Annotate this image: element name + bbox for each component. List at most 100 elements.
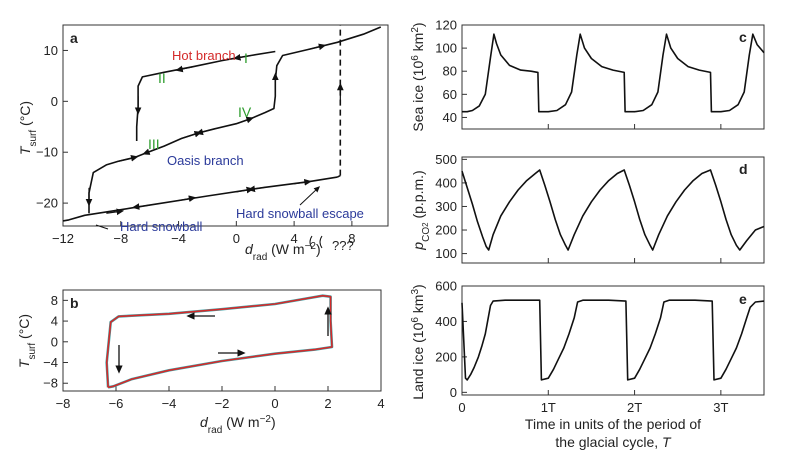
y-tick-label: 500 (435, 152, 457, 167)
panel-b-series (105, 294, 334, 389)
x-tick-label: 0 (271, 396, 278, 411)
panel-e-label: e (739, 291, 747, 307)
hot-branch-label: Hot branch (172, 48, 236, 63)
panel-a-xticks: −12 −8 −4 0 4 8 (52, 221, 356, 246)
x-tick-label: −8 (56, 396, 71, 411)
roman-IV-label: IV (238, 104, 252, 120)
x-tick-label: −6 (109, 396, 124, 411)
panel-c: c 120 100 80 60 40 Sea ice (106 km2) (410, 18, 765, 132)
panel-b-xticks: −8 −6 −4 −2 0 2 4 (56, 386, 385, 411)
panel-b-yticks: 8 4 0 −4 −8 (43, 293, 68, 391)
series-line-d-0 (461, 169, 765, 251)
oasis-branch-label: Oasis branch (167, 153, 244, 168)
y-tick-label: 0 (51, 94, 58, 109)
panel-e-yticks: 600 400 200 0 (435, 279, 467, 400)
hard-snowball-label: Hard snowball (120, 219, 202, 234)
series-line-a-3 (88, 26, 382, 214)
y-tick-label: 400 (435, 314, 457, 329)
direction-arrow (131, 203, 150, 210)
escape-pointer (299, 186, 321, 206)
direction-arrow (142, 145, 165, 155)
direction-arrow (181, 130, 202, 140)
x-tick-label: 0 (233, 231, 240, 246)
panel-b: b −8 −6 −4 −2 0 2 4 8 4 0 −4 −8 drad (W m−2) Tsurf… (16, 289, 385, 436)
direction-arrow (247, 185, 266, 193)
panel-c-ylabel: Sea ice (106 km2) (410, 22, 427, 131)
series-line-a-4 (135, 50, 276, 141)
direction-arrow (117, 154, 139, 162)
y-tick-label: 100 (435, 246, 457, 261)
panel-c-series (462, 33, 765, 113)
y-tick-label: −10 (36, 145, 58, 160)
panel-e-frame (461, 285, 765, 396)
x-tick-label: 2 (324, 396, 331, 411)
roman-III-label: III (148, 136, 160, 152)
panel-b-label: b (70, 295, 79, 311)
panel-e-xticks: 0 1T 2T 3T (458, 390, 729, 415)
y-tick-label: 8 (51, 293, 58, 308)
x-tick-label: 1T (541, 400, 556, 415)
y-tick-label: 200 (435, 223, 457, 238)
panel-d-yticks: 500 400 300 200 100 (435, 152, 467, 261)
y-tick-label: 400 (435, 175, 457, 190)
x-tick-label: −8 (113, 231, 128, 246)
y-tick-label: 600 (435, 279, 457, 294)
panel-e-xlabel-line2: the glacial cycle, T (555, 434, 672, 450)
x-tick-label: 8 (348, 231, 355, 246)
panel-c-xticks (461, 124, 722, 129)
direction-arrow (308, 43, 327, 51)
hysteresis-loop-line (105, 294, 333, 389)
y-tick-label: −8 (43, 376, 58, 391)
panel-d-frame (461, 156, 765, 264)
x-tick-label: 0 (458, 400, 465, 415)
y-tick-label: 10 (44, 43, 58, 58)
panel-e-series (461, 299, 765, 381)
unknown-label: ??? (332, 238, 354, 253)
series-line-a-1 (337, 174, 341, 178)
y-tick-label: 4 (51, 314, 58, 329)
panel-e-xlabel-line1: Time in units of the period of (525, 416, 701, 432)
panel-a-label: a (70, 30, 78, 46)
panel-d-xticks (461, 258, 722, 263)
hard-snowball-escape-label: Hard snowball escape (236, 206, 364, 221)
panel-d: d 500 400 300 200 100 pCO2 (p.p.m.) (410, 152, 765, 264)
panel-b-frame (62, 289, 382, 392)
roman-I-label: I (244, 50, 248, 66)
y-tick-label: 40 (443, 110, 457, 125)
y-tick-label: 0 (450, 385, 457, 400)
panel-c-label: c (739, 29, 747, 45)
x-tick-label: −4 (171, 231, 186, 246)
panel-b-xlabel: drad (W m−2) (200, 414, 276, 436)
x-tick-label: 4 (377, 396, 384, 411)
panel-b-ylabel: Tsurf (°C) (16, 314, 38, 368)
series-line-c-0 (462, 33, 765, 113)
x-tick-label: −2 (215, 396, 230, 411)
roman-II-label: II (158, 70, 166, 86)
x-tick-label: 4 (290, 231, 297, 246)
y-tick-label: 60 (443, 87, 457, 102)
panel-c-frame (461, 24, 765, 130)
y-tick-label: −20 (36, 196, 58, 211)
panel-d-ylabel: pCO2 (p.p.m.) (410, 170, 432, 250)
panel-e-ylabel: Land ice (106 km3) (410, 284, 427, 399)
direction-arrow (236, 116, 254, 125)
y-tick-label: 120 (435, 18, 457, 33)
y-tick-label: 200 (435, 349, 457, 364)
direction-arrow (178, 195, 197, 203)
hard-snowball-pointer (95, 224, 109, 230)
series-line-e-0 (461, 299, 765, 381)
x-tick-label: 2T (627, 400, 642, 415)
direction-arrow (195, 128, 215, 136)
direction-arrow (175, 65, 194, 73)
x-tick-label: 3T (713, 400, 728, 415)
panel-a-arrows (85, 43, 344, 216)
panel-c-yticks: 120 100 80 60 40 (435, 18, 467, 125)
direction-arrow (233, 54, 251, 61)
panel-a: a −12 −8 −4 0 4 8 10 0 −10 −20 drad (W m−2) Tsur… (17, 24, 389, 263)
y-tick-label: 0 (51, 334, 58, 349)
panel-a-frame (62, 24, 389, 227)
y-tick-label: 300 (435, 199, 457, 214)
panel-a-yticks: 10 0 −10 −20 (36, 43, 68, 211)
